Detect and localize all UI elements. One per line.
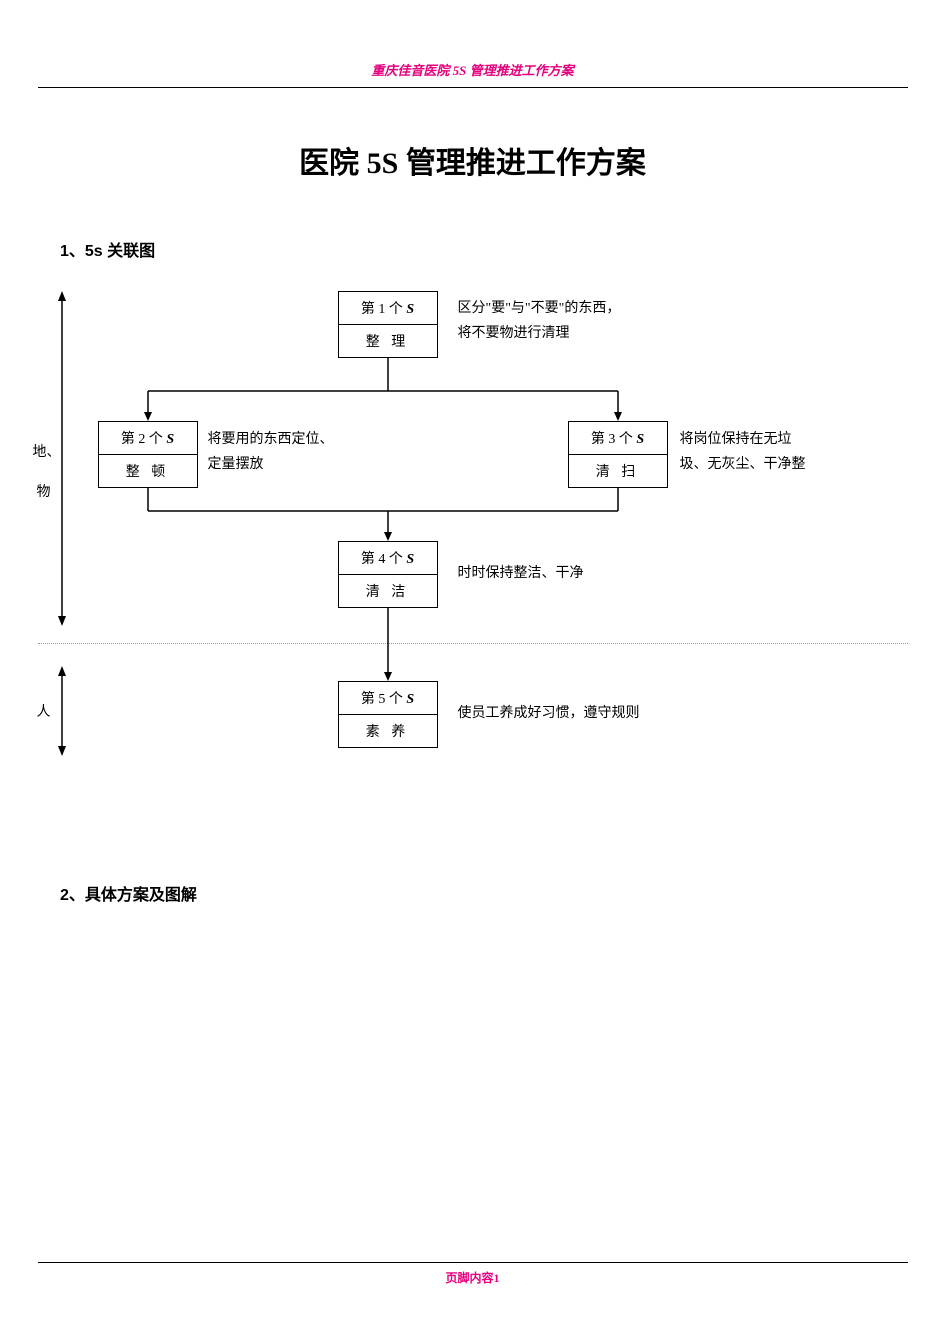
header-text: 重庆佳音医院 5S 管理推进工作方案 — [371, 63, 573, 78]
node-s4: 第 4 个 S 清 洁 — [338, 541, 438, 608]
node-s1: 第 1 个 S 整 理 — [338, 291, 438, 358]
desc-s1: 区分"要"与"不要"的东西， 将不要物进行清理 — [458, 296, 621, 346]
desc-s1-line2: 将不要物进行清理 — [458, 321, 621, 346]
desc-s1-line1: 区分"要"与"不要"的东西， — [458, 296, 621, 321]
node-s4-bottom: 清 洁 — [339, 575, 437, 607]
node-s2: 第 2 个 S 整 顿 — [98, 421, 198, 488]
section-1-heading: 1、5s 关联图 — [60, 237, 945, 261]
footer-text: 页脚内容1 — [445, 1271, 499, 1285]
node-s5-bottom: 素 养 — [339, 715, 437, 747]
flowchart-diagram: 地、 物 人 第 1 个 S 整 理 第 2 个 S 整 顿 第 3 个 S 清… — [38, 281, 908, 841]
desc-s2: 将要用的东西定位、 定量摆放 — [208, 427, 334, 477]
node-s3-bottom: 清 扫 — [569, 455, 667, 487]
page-footer: 页脚内容1 — [0, 1262, 945, 1287]
node-s1-bottom: 整 理 — [339, 325, 437, 357]
desc-s3-line2: 圾、无灰尘、干净整 — [680, 452, 806, 477]
header-underline — [38, 87, 908, 88]
desc-s2-line2: 定量摆放 — [208, 452, 334, 477]
node-s3-top: 第 3 个 S — [569, 422, 667, 455]
main-title: 医院 5S 管理推进工作方案 — [0, 138, 945, 182]
node-s1-top: 第 1 个 S — [339, 292, 437, 325]
desc-s5: 使员工养成好习惯，遵守规则 — [458, 701, 640, 726]
desc-s3: 将岗位保持在无垃 圾、无灰尘、干净整 — [680, 427, 806, 477]
desc-s4: 时时保持整洁、干净 — [458, 561, 584, 586]
node-s2-bottom: 整 顿 — [99, 455, 197, 487]
node-s5-top: 第 5 个 S — [339, 682, 437, 715]
node-s2-top: 第 2 个 S — [99, 422, 197, 455]
page-header: 重庆佳音医院 5S 管理推进工作方案 — [0, 0, 945, 79]
section-2-heading: 2、具体方案及图解 — [60, 881, 945, 905]
node-s5: 第 5 个 S 素 养 — [338, 681, 438, 748]
node-s4-top: 第 4 个 S — [339, 542, 437, 575]
node-s3: 第 3 个 S 清 扫 — [568, 421, 668, 488]
desc-s5-line1: 使员工养成好习惯，遵守规则 — [458, 701, 640, 726]
desc-s2-line1: 将要用的东西定位、 — [208, 427, 334, 452]
footer-line — [38, 1262, 908, 1263]
desc-s4-line1: 时时保持整洁、干净 — [458, 561, 584, 586]
desc-s3-line1: 将岗位保持在无垃 — [680, 427, 806, 452]
